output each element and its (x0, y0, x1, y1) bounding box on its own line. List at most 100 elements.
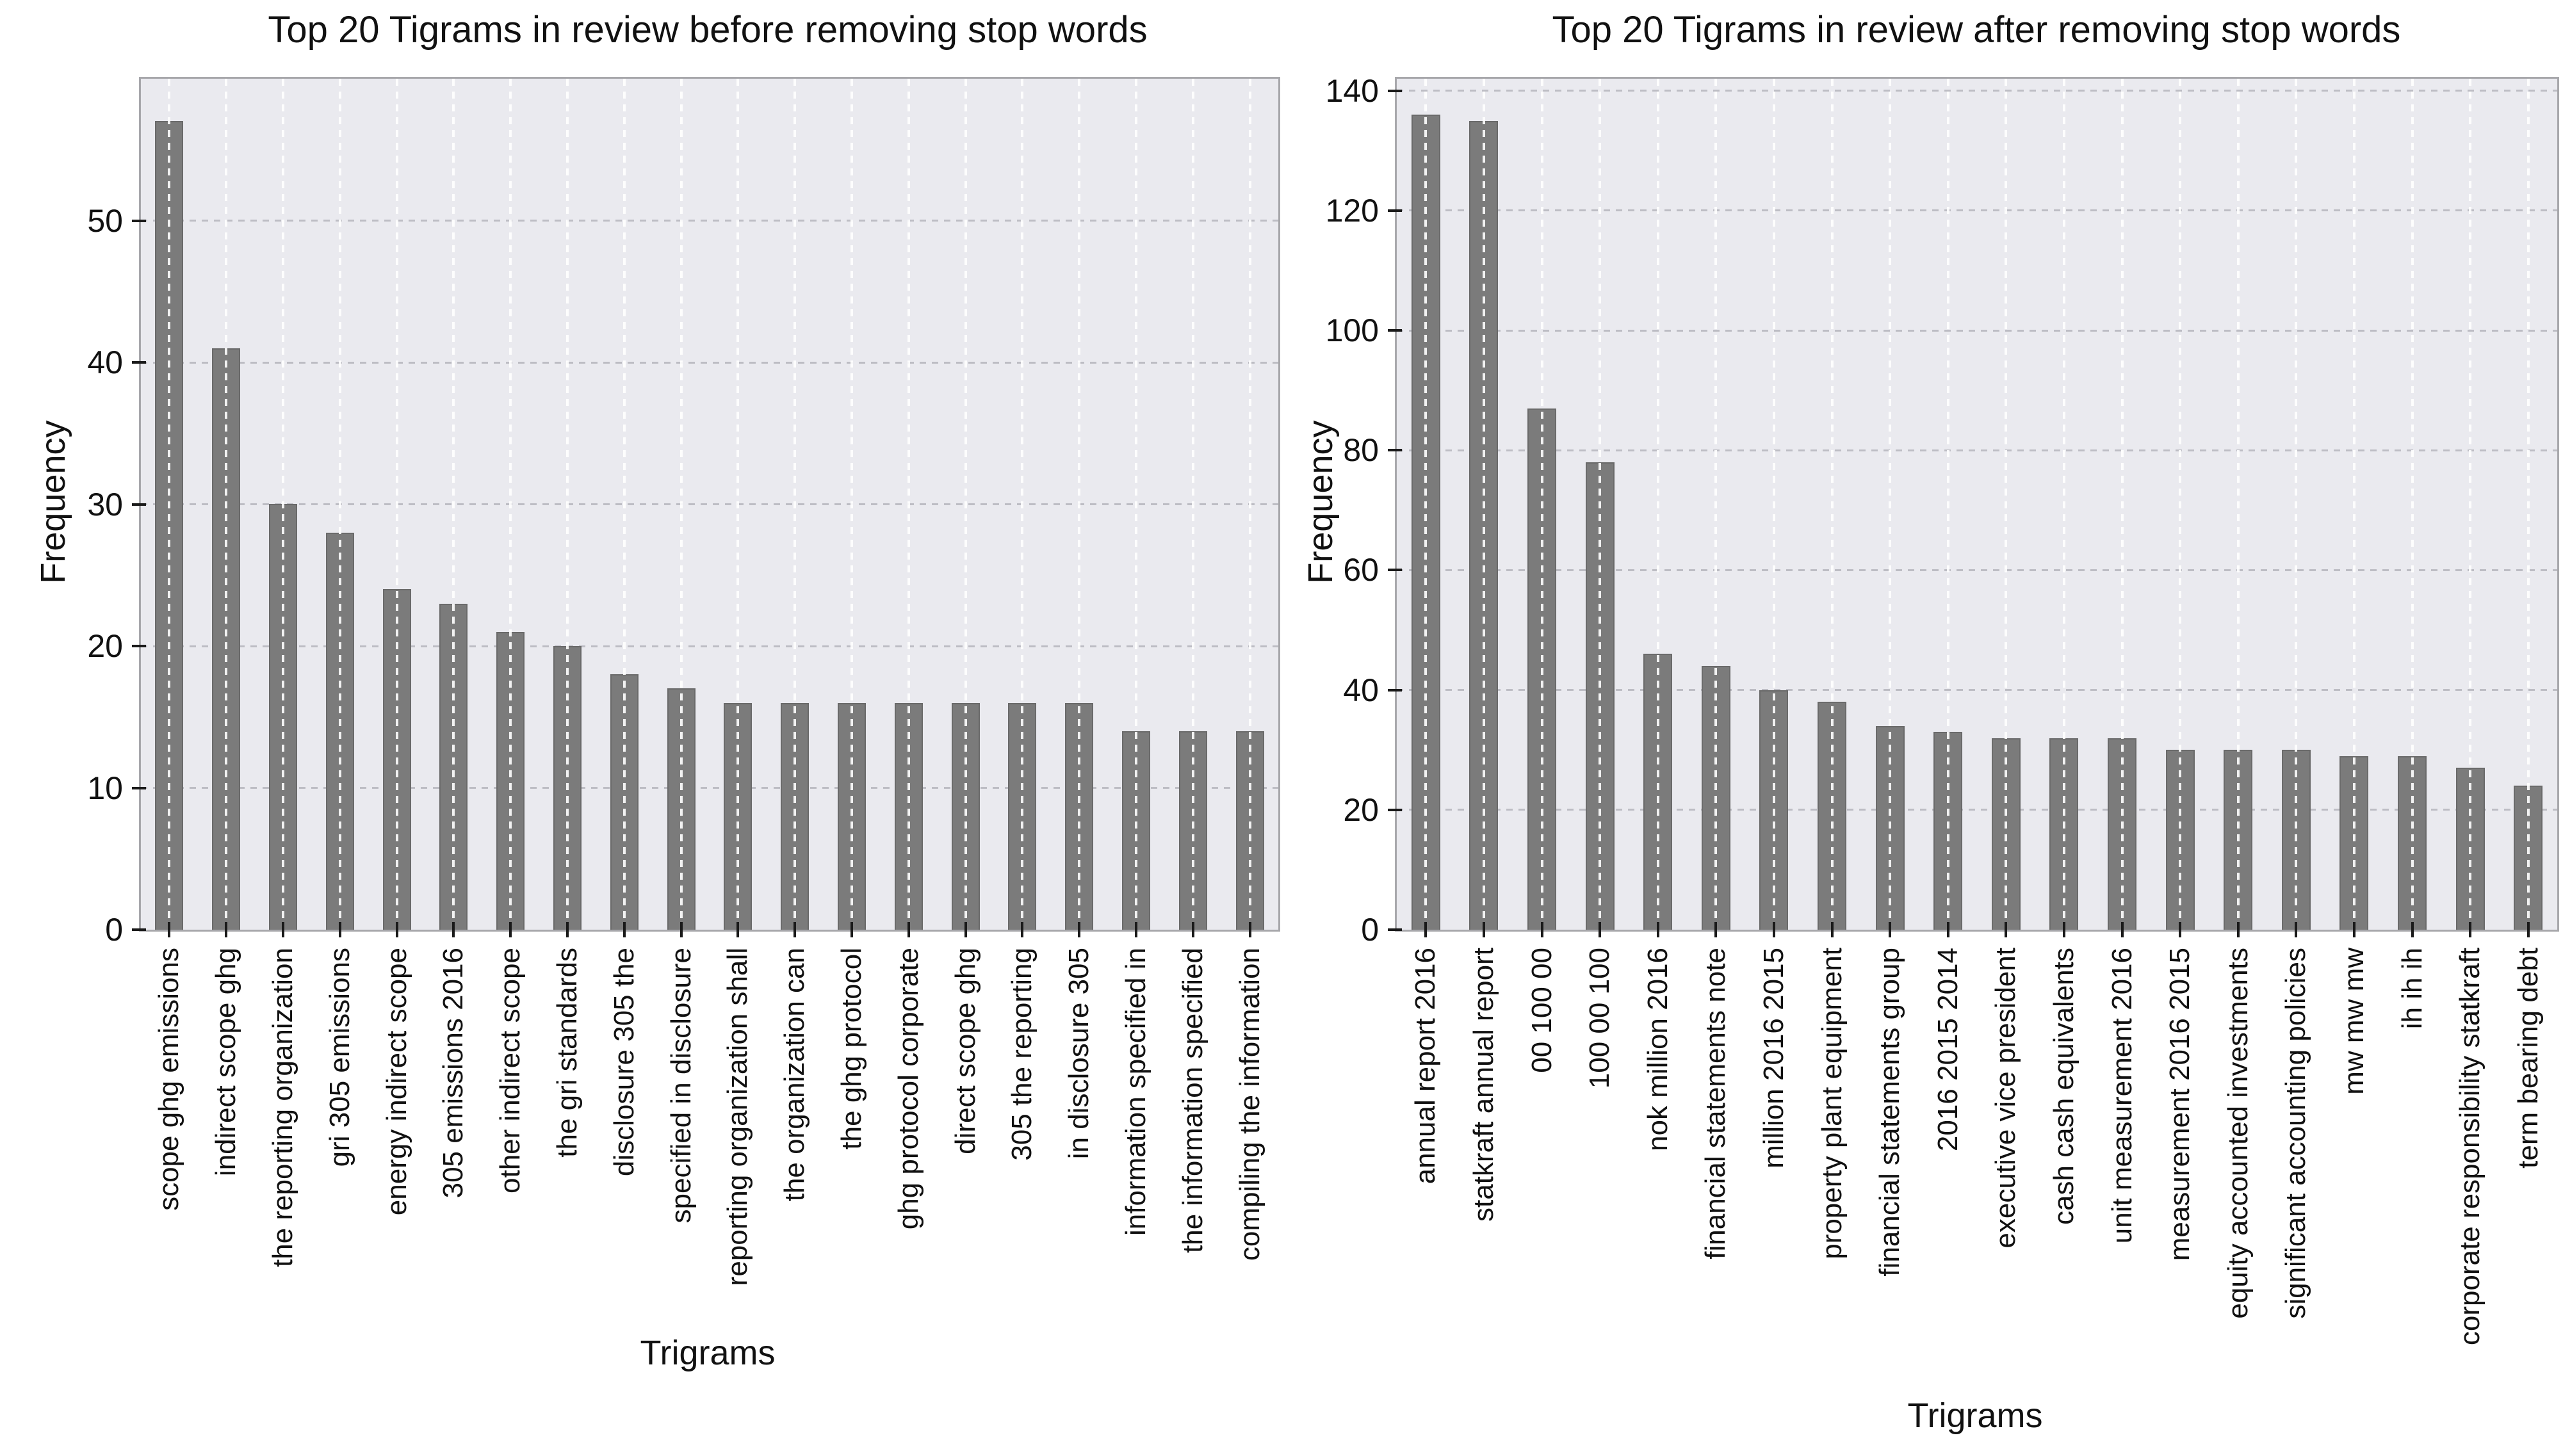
x-tick-mark (509, 922, 512, 937)
x-tick-label: financial statements note (1700, 948, 1732, 1259)
x-tick-label: the ghg protocol (835, 948, 867, 1150)
plot-area: 0 20 40 60 80 100 120 140 annual report 2016 stat… (1326, 75, 2559, 1345)
y-tick-label: 60 (1343, 552, 1379, 588)
x-tick-mark (2526, 922, 2530, 937)
x-tick-mark (168, 922, 171, 937)
x-tick-label: million 2016 2015 (1757, 948, 1789, 1169)
x-tick-mark (1772, 922, 1775, 937)
x-tick-label: 305 the reporting (1006, 948, 1038, 1161)
y-tick-mark (1388, 569, 1402, 572)
y-tick-label: 50 (87, 202, 123, 239)
x-gridline (793, 79, 796, 930)
y-tick-label: 10 (87, 770, 123, 806)
y-tick-label: 20 (1343, 791, 1379, 828)
chart-after-removing-stopwords: Top 20 Tigrams in review after removing … (1282, 0, 2563, 1456)
x-gridline (964, 79, 967, 930)
x-tick-mark (282, 922, 284, 937)
x-gridline (1021, 79, 1023, 930)
y-tick-label: 0 (105, 912, 123, 948)
y-tick-label: 140 (1325, 72, 1379, 109)
x-tick-label: cash cash equivalents (2047, 948, 2079, 1225)
x-gridline (2121, 79, 2124, 930)
x-gridline (1078, 79, 1080, 930)
x-tick-mark (452, 922, 455, 937)
x-tick-mark (1946, 922, 1949, 937)
x-tick-label: 305 emissions 2016 (437, 948, 469, 1199)
x-tick-mark (338, 922, 341, 937)
x-gridline (2063, 79, 2065, 930)
x-tick-mark (1714, 922, 1718, 937)
x-tick-label: compiling the information (1233, 948, 1265, 1261)
chart-title: Top 20 Tigrams in review after removing … (1552, 9, 2401, 51)
y-gridline (1397, 209, 2557, 212)
y-tick-mark (132, 645, 146, 647)
y-tick-mark (132, 786, 146, 789)
x-tick-label: 00 100 00 (1526, 948, 1558, 1073)
x-tick-mark (622, 922, 626, 937)
y-tick-mark (132, 503, 146, 506)
x-tick-mark (2411, 922, 2414, 937)
x-tick-mark (1482, 922, 1485, 937)
x-gridline (850, 79, 853, 930)
y-gridline (141, 503, 1278, 505)
y-tick-mark (1388, 928, 1402, 931)
x-gridline (225, 79, 227, 930)
x-tick-label: the gri standards (551, 948, 583, 1158)
x-axis-label: Trigrams (640, 1334, 776, 1372)
x-tick-mark (225, 922, 228, 937)
x-tick-mark (2005, 922, 2008, 937)
y-tick-label: 40 (87, 344, 123, 380)
x-tick-mark (2062, 922, 2065, 937)
x-tick-mark (2236, 922, 2240, 937)
x-tick-label: scope ghg emissions (153, 948, 185, 1211)
x-tick-label: reporting organization shall (722, 948, 754, 1286)
x-tick-mark (2120, 922, 2124, 937)
x-tick-mark (2179, 922, 2182, 937)
x-tick-label: nok million 2016 (1641, 948, 1673, 1151)
x-gridline (1773, 79, 1775, 930)
x-tick-mark (2295, 922, 2298, 937)
x-gridline (2295, 79, 2297, 930)
x-gridline (339, 79, 341, 930)
x-tick-mark (1656, 922, 1659, 937)
x-tick-mark (1135, 922, 1137, 937)
x-gridline (1424, 79, 1427, 930)
x-tick-mark (566, 922, 569, 937)
x-tick-label: energy indirect scope (380, 948, 412, 1216)
x-tick-label: significant accounting policies (2280, 948, 2312, 1319)
x-gridline (736, 79, 739, 930)
y-tick-mark (132, 361, 146, 364)
y-gridline (1397, 569, 2557, 571)
x-tick-label: gri 305 emissions (323, 948, 355, 1167)
y-gridline (1397, 689, 2557, 692)
y-tick-mark (132, 219, 146, 222)
x-axis-label: Trigrams (1907, 1396, 2043, 1435)
x-tick-label: statkraft annual report (1467, 948, 1499, 1222)
y-tick-label: 40 (1343, 672, 1379, 708)
x-tick-label: term bearing debt (2512, 948, 2544, 1169)
y-gridline (141, 645, 1278, 647)
y-tick-label: 100 (1325, 312, 1379, 349)
x-tick-label: 100 00 100 (1584, 948, 1615, 1089)
x-tick-label: the organization can (779, 948, 811, 1202)
x-tick-mark (1248, 922, 1251, 937)
x-tick-label: corporate responsibility statkraft (2454, 948, 2486, 1346)
x-gridline (1599, 79, 1601, 930)
x-tick-mark (1078, 922, 1081, 937)
x-gridline (1541, 79, 1543, 930)
x-tick-label: specified in disclosure (665, 948, 697, 1224)
x-gridline (282, 79, 284, 930)
x-tick-label: property plant equipment (1816, 948, 1848, 1259)
x-tick-mark (1830, 922, 1834, 937)
y-tick-label: 20 (87, 628, 123, 664)
x-gridline (168, 79, 170, 930)
x-tick-mark (736, 922, 740, 937)
x-tick-mark (1191, 922, 1194, 937)
y-axis-label: Frequency (1301, 420, 1340, 584)
x-gridline (1831, 79, 1834, 930)
x-gridline (2469, 79, 2471, 930)
x-gridline (1249, 79, 1251, 930)
x-gridline (452, 79, 455, 930)
x-tick-mark (1889, 922, 1892, 937)
